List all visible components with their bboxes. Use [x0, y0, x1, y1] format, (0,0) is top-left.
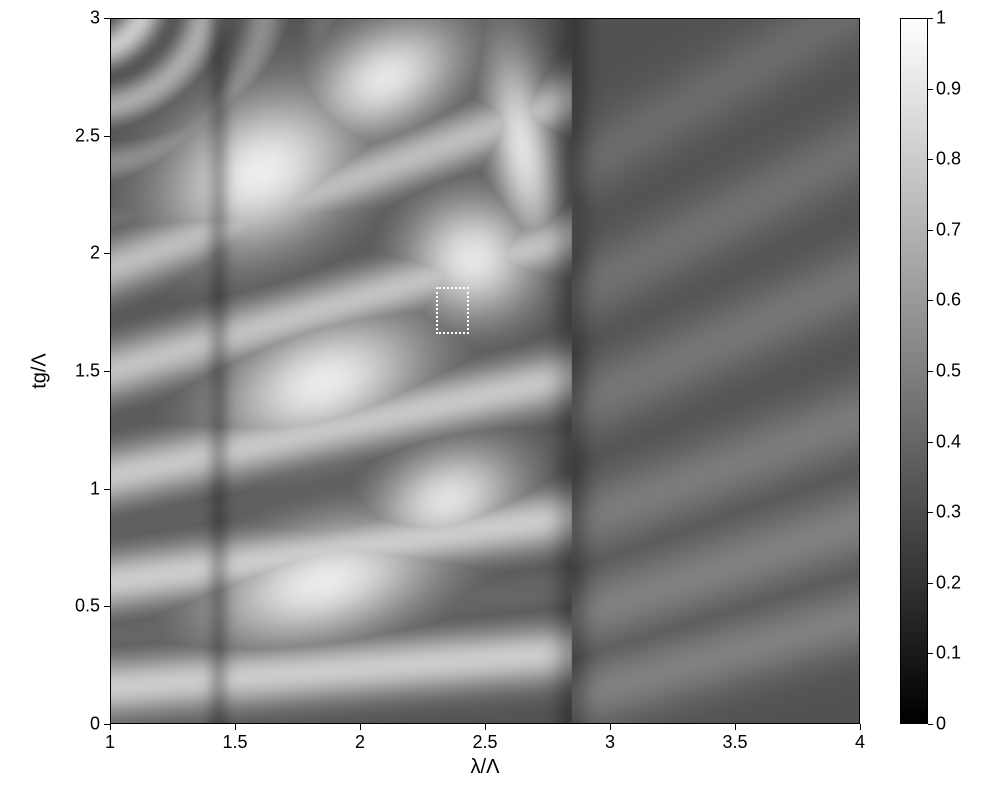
y-tick-label: 0 [90, 714, 100, 735]
figure: λ/Λ tg/Λ 1 1.5 2 2.5 3 3.5 4 0 0.5 1 1.5 2 2.5 3 0 0.1 0… [0, 0, 1000, 790]
colorbar-tick-label: 0.6 [936, 290, 961, 311]
y-tick-mark [104, 18, 110, 19]
x-tick-mark [235, 724, 236, 730]
colorbar-tick-label: 0.5 [936, 361, 961, 382]
colorbar-tick-label: 0.7 [936, 219, 961, 240]
colorbar-tick-label: 0.4 [936, 431, 961, 452]
colorbar-canvas [901, 19, 927, 723]
y-tick-mark [104, 136, 110, 137]
colorbar-tick-mark [928, 18, 933, 19]
y-tick-mark [104, 371, 110, 372]
colorbar-tick-mark [928, 583, 933, 584]
colorbar-tick-label: 0 [936, 714, 946, 735]
y-tick-label: 1 [90, 478, 100, 499]
colorbar-tick-label: 0.3 [936, 502, 961, 523]
x-tick-label: 1 [105, 732, 115, 753]
x-tick-mark [110, 724, 111, 730]
y-tick-mark [104, 489, 110, 490]
colorbar-tick-label: 0.1 [936, 643, 961, 664]
colorbar-tick-label: 0.2 [936, 572, 961, 593]
x-tick-label: 3 [605, 732, 615, 753]
y-tick-label: 3 [90, 8, 100, 29]
y-tick-mark [104, 606, 110, 607]
x-axis-label: λ/Λ [471, 756, 500, 779]
x-tick-label: 4 [855, 732, 865, 753]
y-tick-label: 2.5 [75, 125, 100, 146]
y-tick-mark [104, 253, 110, 254]
colorbar-tick-mark [928, 512, 933, 513]
colorbar [900, 18, 928, 724]
x-tick-label: 2.5 [472, 732, 497, 753]
colorbar-tick-mark [928, 89, 933, 90]
y-tick-label: 1.5 [75, 361, 100, 382]
colorbar-tick-mark [928, 724, 933, 725]
colorbar-tick-label: 0.8 [936, 149, 961, 170]
heatmap-canvas [111, 19, 859, 723]
x-tick-mark [610, 724, 611, 730]
colorbar-tick-mark [928, 230, 933, 231]
y-tick-label: 2 [90, 243, 100, 264]
y-tick-label: 0.5 [75, 596, 100, 617]
colorbar-tick-mark [928, 159, 933, 160]
x-tick-label: 3.5 [722, 732, 747, 753]
colorbar-tick-label: 0.9 [936, 78, 961, 99]
y-axis-label: tg/Λ [29, 353, 52, 389]
colorbar-tick-mark [928, 653, 933, 654]
colorbar-tick-mark [928, 442, 933, 443]
colorbar-tick-mark [928, 300, 933, 301]
colorbar-tick-label: 1 [936, 8, 946, 29]
colorbar-tick-mark [928, 371, 933, 372]
x-tick-mark [360, 724, 361, 730]
x-tick-mark [485, 724, 486, 730]
x-tick-label: 1.5 [222, 732, 247, 753]
x-tick-mark [860, 724, 861, 730]
y-tick-mark [104, 724, 110, 725]
heatmap-axes [110, 18, 860, 724]
x-tick-label: 2 [355, 732, 365, 753]
x-tick-mark [735, 724, 736, 730]
